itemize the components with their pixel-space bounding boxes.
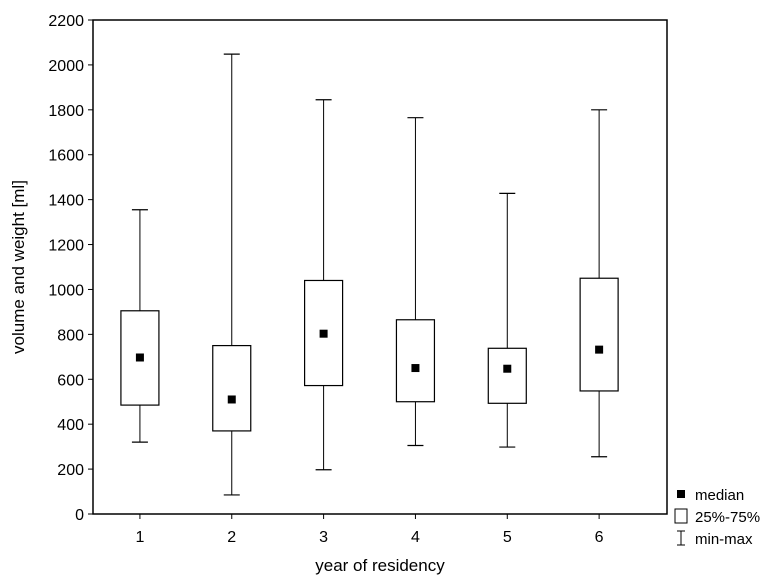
y-tick-label: 2200 xyxy=(48,13,84,30)
y-tick-label: 1400 xyxy=(48,193,84,210)
legend-item: 25%-75% xyxy=(674,508,760,526)
y-axis-ticks: 0 200 400 600 800 1000 1200 1400 1600 1800 2000 220… xyxy=(48,13,93,524)
y-tick-label: 0 xyxy=(75,507,84,524)
median-marker xyxy=(503,364,512,373)
median-marker xyxy=(319,329,328,338)
plot-frame xyxy=(92,19,668,515)
x-tick-label: 6 xyxy=(595,529,604,546)
legend: median 25%-75% min-max xyxy=(674,487,760,548)
y-tick-label: 800 xyxy=(57,327,84,344)
x-tick-label: 2 xyxy=(227,529,236,546)
iqr-box xyxy=(395,319,436,403)
x-tick-label: 1 xyxy=(135,529,144,546)
y-tick-label: 1800 xyxy=(48,103,84,120)
x-tick-label: 3 xyxy=(319,529,328,546)
legend-box-symbol xyxy=(674,508,688,524)
box-4 xyxy=(395,117,436,447)
iqr-box xyxy=(579,277,619,392)
median-marker xyxy=(595,345,604,354)
legend-label: 25%-75% xyxy=(695,509,760,526)
box-6 xyxy=(579,109,619,458)
x-tick-label: 5 xyxy=(503,529,512,546)
legend-median-symbol xyxy=(677,490,685,498)
legend-label: median xyxy=(695,487,744,504)
median-marker xyxy=(227,395,236,404)
y-tick-label: 1600 xyxy=(48,148,84,165)
box-3 xyxy=(304,99,344,471)
y-tick-label: 600 xyxy=(57,372,84,389)
y-tick-label: 1200 xyxy=(48,238,84,255)
boxes-group xyxy=(120,53,619,496)
y-tick-label: 1000 xyxy=(48,282,84,299)
iqr-box xyxy=(487,347,527,404)
y-tick-label: 400 xyxy=(57,417,84,434)
legend-label: min-max xyxy=(695,531,753,548)
legend-item: median xyxy=(677,487,744,504)
y-tick-label: 200 xyxy=(57,462,84,479)
x-axis-label: year of residency xyxy=(315,556,445,575)
box-5 xyxy=(487,192,527,448)
box-2 xyxy=(212,53,252,496)
x-tick-label: 4 xyxy=(411,529,420,546)
legend-item: min-max xyxy=(677,530,753,548)
median-marker xyxy=(411,364,420,373)
x-axis-ticks: 1 2 3 4 5 6 xyxy=(135,514,604,546)
y-axis-label: volume and weight [ml] xyxy=(9,180,28,354)
box-1 xyxy=(120,209,160,443)
median-marker xyxy=(135,353,144,362)
iqr-box xyxy=(212,344,252,432)
y-tick-label: 2000 xyxy=(48,58,84,75)
